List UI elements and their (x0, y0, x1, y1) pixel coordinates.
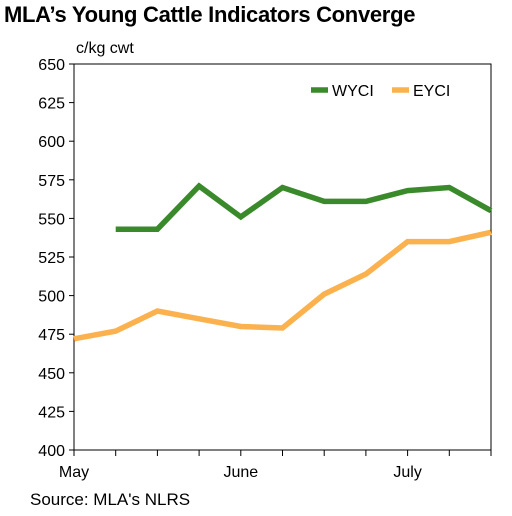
y-tick-label: 400 (38, 443, 65, 460)
y-tick-label: 550 (38, 211, 65, 228)
x-tick-label: May (59, 464, 89, 481)
chart-title: MLA’s Young Cattle Indicators Converge (4, 2, 416, 27)
y-axis-label: c/kg cwt (76, 40, 134, 57)
legend-label-wyci: WYCI (332, 83, 374, 100)
y-tick-label: 575 (38, 173, 65, 190)
x-tick-label: July (393, 464, 421, 481)
x-tick-label: June (223, 464, 258, 481)
y-tick-label: 450 (38, 366, 65, 383)
y-tick-label: 650 (38, 57, 65, 74)
source-note: Source: MLA's NLRS (30, 490, 191, 509)
series-line-eyci (73, 229, 492, 342)
y-tick-label: 500 (38, 289, 65, 306)
y-tick-label: 425 (38, 404, 65, 421)
legend-label-eyci: EYCI (413, 83, 450, 100)
y-tick-label: 475 (38, 327, 65, 344)
y-tick-label: 600 (38, 134, 65, 151)
y-tick-label: 625 (38, 96, 65, 113)
plot-area-border (73, 63, 492, 451)
y-tick-label: 525 (38, 250, 65, 267)
series-line-wyci (115, 182, 493, 232)
